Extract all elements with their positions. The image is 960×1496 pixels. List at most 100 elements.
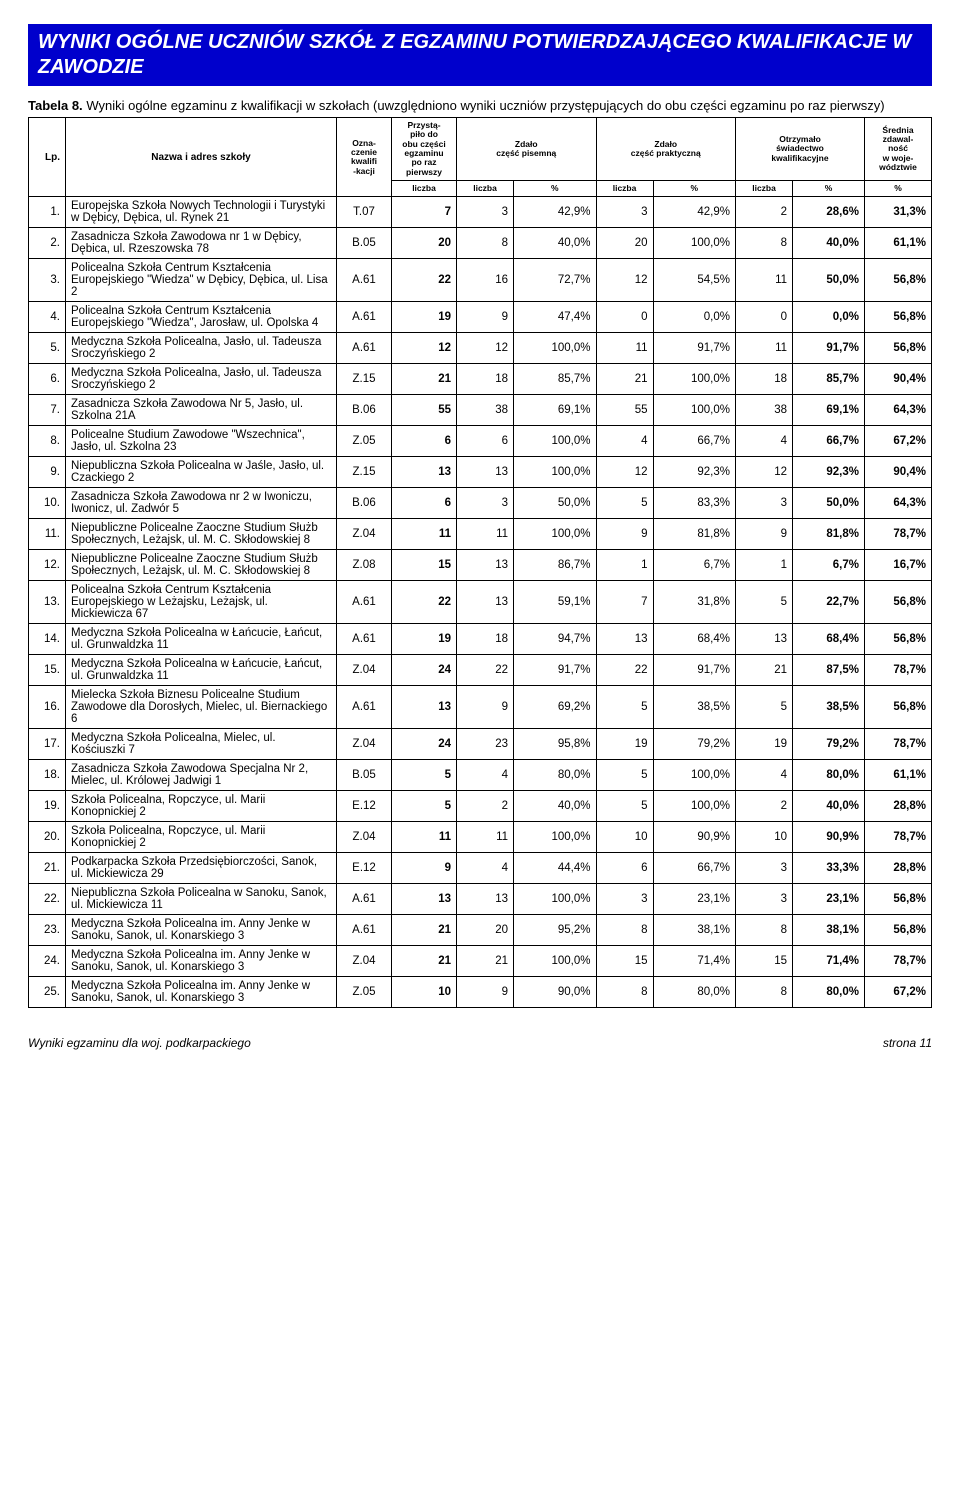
cell-took: 12 (392, 333, 457, 364)
cell-avg: 28,8% (865, 791, 932, 822)
table-row: 10.Zasadnicza Szkoła Zawodowa nr 2 w Iwo… (29, 488, 932, 519)
cell-written-pct: 44,4% (514, 853, 596, 884)
th-pct: % (793, 181, 865, 197)
cell-cert-pct: 68,4% (793, 624, 865, 655)
cell-practical-pct: 42,9% (653, 197, 735, 228)
cell-avg: 28,8% (865, 853, 932, 884)
th-pct: % (514, 181, 596, 197)
cell-lp: 1. (29, 197, 66, 228)
cell-code: Z.04 (337, 822, 392, 853)
cell-took: 7 (392, 197, 457, 228)
cell-took: 22 (392, 581, 457, 624)
cell-took: 19 (392, 624, 457, 655)
cell-written-liczba: 22 (457, 655, 514, 686)
cell-written-liczba: 13 (457, 550, 514, 581)
cell-lp: 20. (29, 822, 66, 853)
cell-written-liczba: 4 (457, 853, 514, 884)
cell-name: Medyczna Szkoła Policealna, Mielec, ul. … (66, 729, 337, 760)
cell-written-liczba: 8 (457, 228, 514, 259)
cell-name: Niepubliczne Policealne Zaoczne Studium … (66, 550, 337, 581)
cell-name: Policealna Szkoła Centrum Kształcenia Eu… (66, 581, 337, 624)
cell-avg: 78,7% (865, 655, 932, 686)
cell-practical-pct: 100,0% (653, 364, 735, 395)
cell-written-pct: 91,7% (514, 655, 596, 686)
cell-code: A.61 (337, 686, 392, 729)
th-practical: Zdało część praktyczną (596, 118, 736, 181)
cell-cert-liczba: 15 (736, 946, 793, 977)
th-written: Zdało część pisemną (457, 118, 597, 181)
footer-right: strona 11 (883, 1036, 932, 1050)
cell-written-liczba: 13 (457, 884, 514, 915)
table-row: 16.Mielecka Szkoła Biznesu Policealne St… (29, 686, 932, 729)
cell-written-pct: 95,8% (514, 729, 596, 760)
cell-code: Z.04 (337, 655, 392, 686)
cell-cert-liczba: 8 (736, 977, 793, 1008)
cell-code: Z.15 (337, 364, 392, 395)
cell-avg: 56,8% (865, 884, 932, 915)
cell-code: B.05 (337, 760, 392, 791)
table-row: 2.Zasadnicza Szkoła Zawodowa nr 1 w Dębi… (29, 228, 932, 259)
cell-practical-liczba: 0 (596, 302, 653, 333)
cell-written-liczba: 16 (457, 259, 514, 302)
cell-took: 13 (392, 884, 457, 915)
cell-avg: 31,3% (865, 197, 932, 228)
cell-written-liczba: 3 (457, 488, 514, 519)
cell-written-pct: 80,0% (514, 760, 596, 791)
cell-name: Europejska Szkoła Nowych Technologii i T… (66, 197, 337, 228)
cell-written-pct: 100,0% (514, 457, 596, 488)
table-row: 17.Medyczna Szkoła Policealna, Mielec, u… (29, 729, 932, 760)
cell-practical-pct: 68,4% (653, 624, 735, 655)
th-code: Ozna- czenie kwalifi -kacji (337, 118, 392, 197)
cell-cert-liczba: 9 (736, 519, 793, 550)
cell-written-liczba: 9 (457, 686, 514, 729)
table-row: 3.Policealna Szkoła Centrum Kształcenia … (29, 259, 932, 302)
cell-avg: 78,7% (865, 519, 932, 550)
cell-cert-liczba: 11 (736, 333, 793, 364)
cell-cert-pct: 79,2% (793, 729, 865, 760)
cell-name: Medyczna Szkoła Policealna w Łańcucie, Ł… (66, 624, 337, 655)
cell-code: B.06 (337, 395, 392, 426)
cell-avg: 16,7% (865, 550, 932, 581)
cell-lp: 3. (29, 259, 66, 302)
cell-name: Zasadnicza Szkoła Zawodowa nr 1 w Dębicy… (66, 228, 337, 259)
cell-name: Szkoła Policealna, Ropczyce, ul. Marii K… (66, 822, 337, 853)
th-pct: % (653, 181, 735, 197)
cell-written-pct: 59,1% (514, 581, 596, 624)
cell-written-pct: 95,2% (514, 915, 596, 946)
th-liczba: liczba (736, 181, 793, 197)
table-row: 7.Zasadnicza Szkoła Zawodowa Nr 5, Jasło… (29, 395, 932, 426)
cell-written-liczba: 3 (457, 197, 514, 228)
cell-practical-liczba: 55 (596, 395, 653, 426)
cell-code: Z.04 (337, 519, 392, 550)
cell-written-pct: 69,1% (514, 395, 596, 426)
cell-practical-liczba: 5 (596, 760, 653, 791)
cell-cert-liczba: 5 (736, 581, 793, 624)
cell-name: Policealna Szkoła Centrum Kształcenia Eu… (66, 259, 337, 302)
cell-cert-pct: 22,7% (793, 581, 865, 624)
cell-code: E.12 (337, 791, 392, 822)
cell-written-pct: 100,0% (514, 946, 596, 977)
cell-code: B.05 (337, 228, 392, 259)
cell-name: Medyczna Szkoła Policealna, Jasło, ul. T… (66, 364, 337, 395)
cell-practical-liczba: 5 (596, 488, 653, 519)
cell-avg: 78,7% (865, 729, 932, 760)
cell-took: 21 (392, 364, 457, 395)
cell-name: Niepubliczna Szkoła Policealna w Sanoku,… (66, 884, 337, 915)
cell-name: Niepubliczna Szkoła Policealna w Jaśle, … (66, 457, 337, 488)
table-row: 21.Podkarpacka Szkoła Przedsiębiorczości… (29, 853, 932, 884)
table-row: 9.Niepubliczna Szkoła Policealna w Jaśle… (29, 457, 932, 488)
cell-practical-pct: 100,0% (653, 228, 735, 259)
cell-practical-pct: 66,7% (653, 853, 735, 884)
subtitle-text: Wyniki ogólne egzaminu z kwalifikacji w … (86, 98, 884, 113)
cell-code: Z.05 (337, 977, 392, 1008)
cell-took: 24 (392, 655, 457, 686)
cell-written-pct: 69,2% (514, 686, 596, 729)
cell-lp: 12. (29, 550, 66, 581)
cell-avg: 61,1% (865, 760, 932, 791)
cell-practical-pct: 81,8% (653, 519, 735, 550)
cell-cert-liczba: 11 (736, 259, 793, 302)
cell-practical-liczba: 15 (596, 946, 653, 977)
cell-written-pct: 100,0% (514, 333, 596, 364)
cell-practical-pct: 100,0% (653, 760, 735, 791)
table-row: 22.Niepubliczna Szkoła Policealna w Sano… (29, 884, 932, 915)
